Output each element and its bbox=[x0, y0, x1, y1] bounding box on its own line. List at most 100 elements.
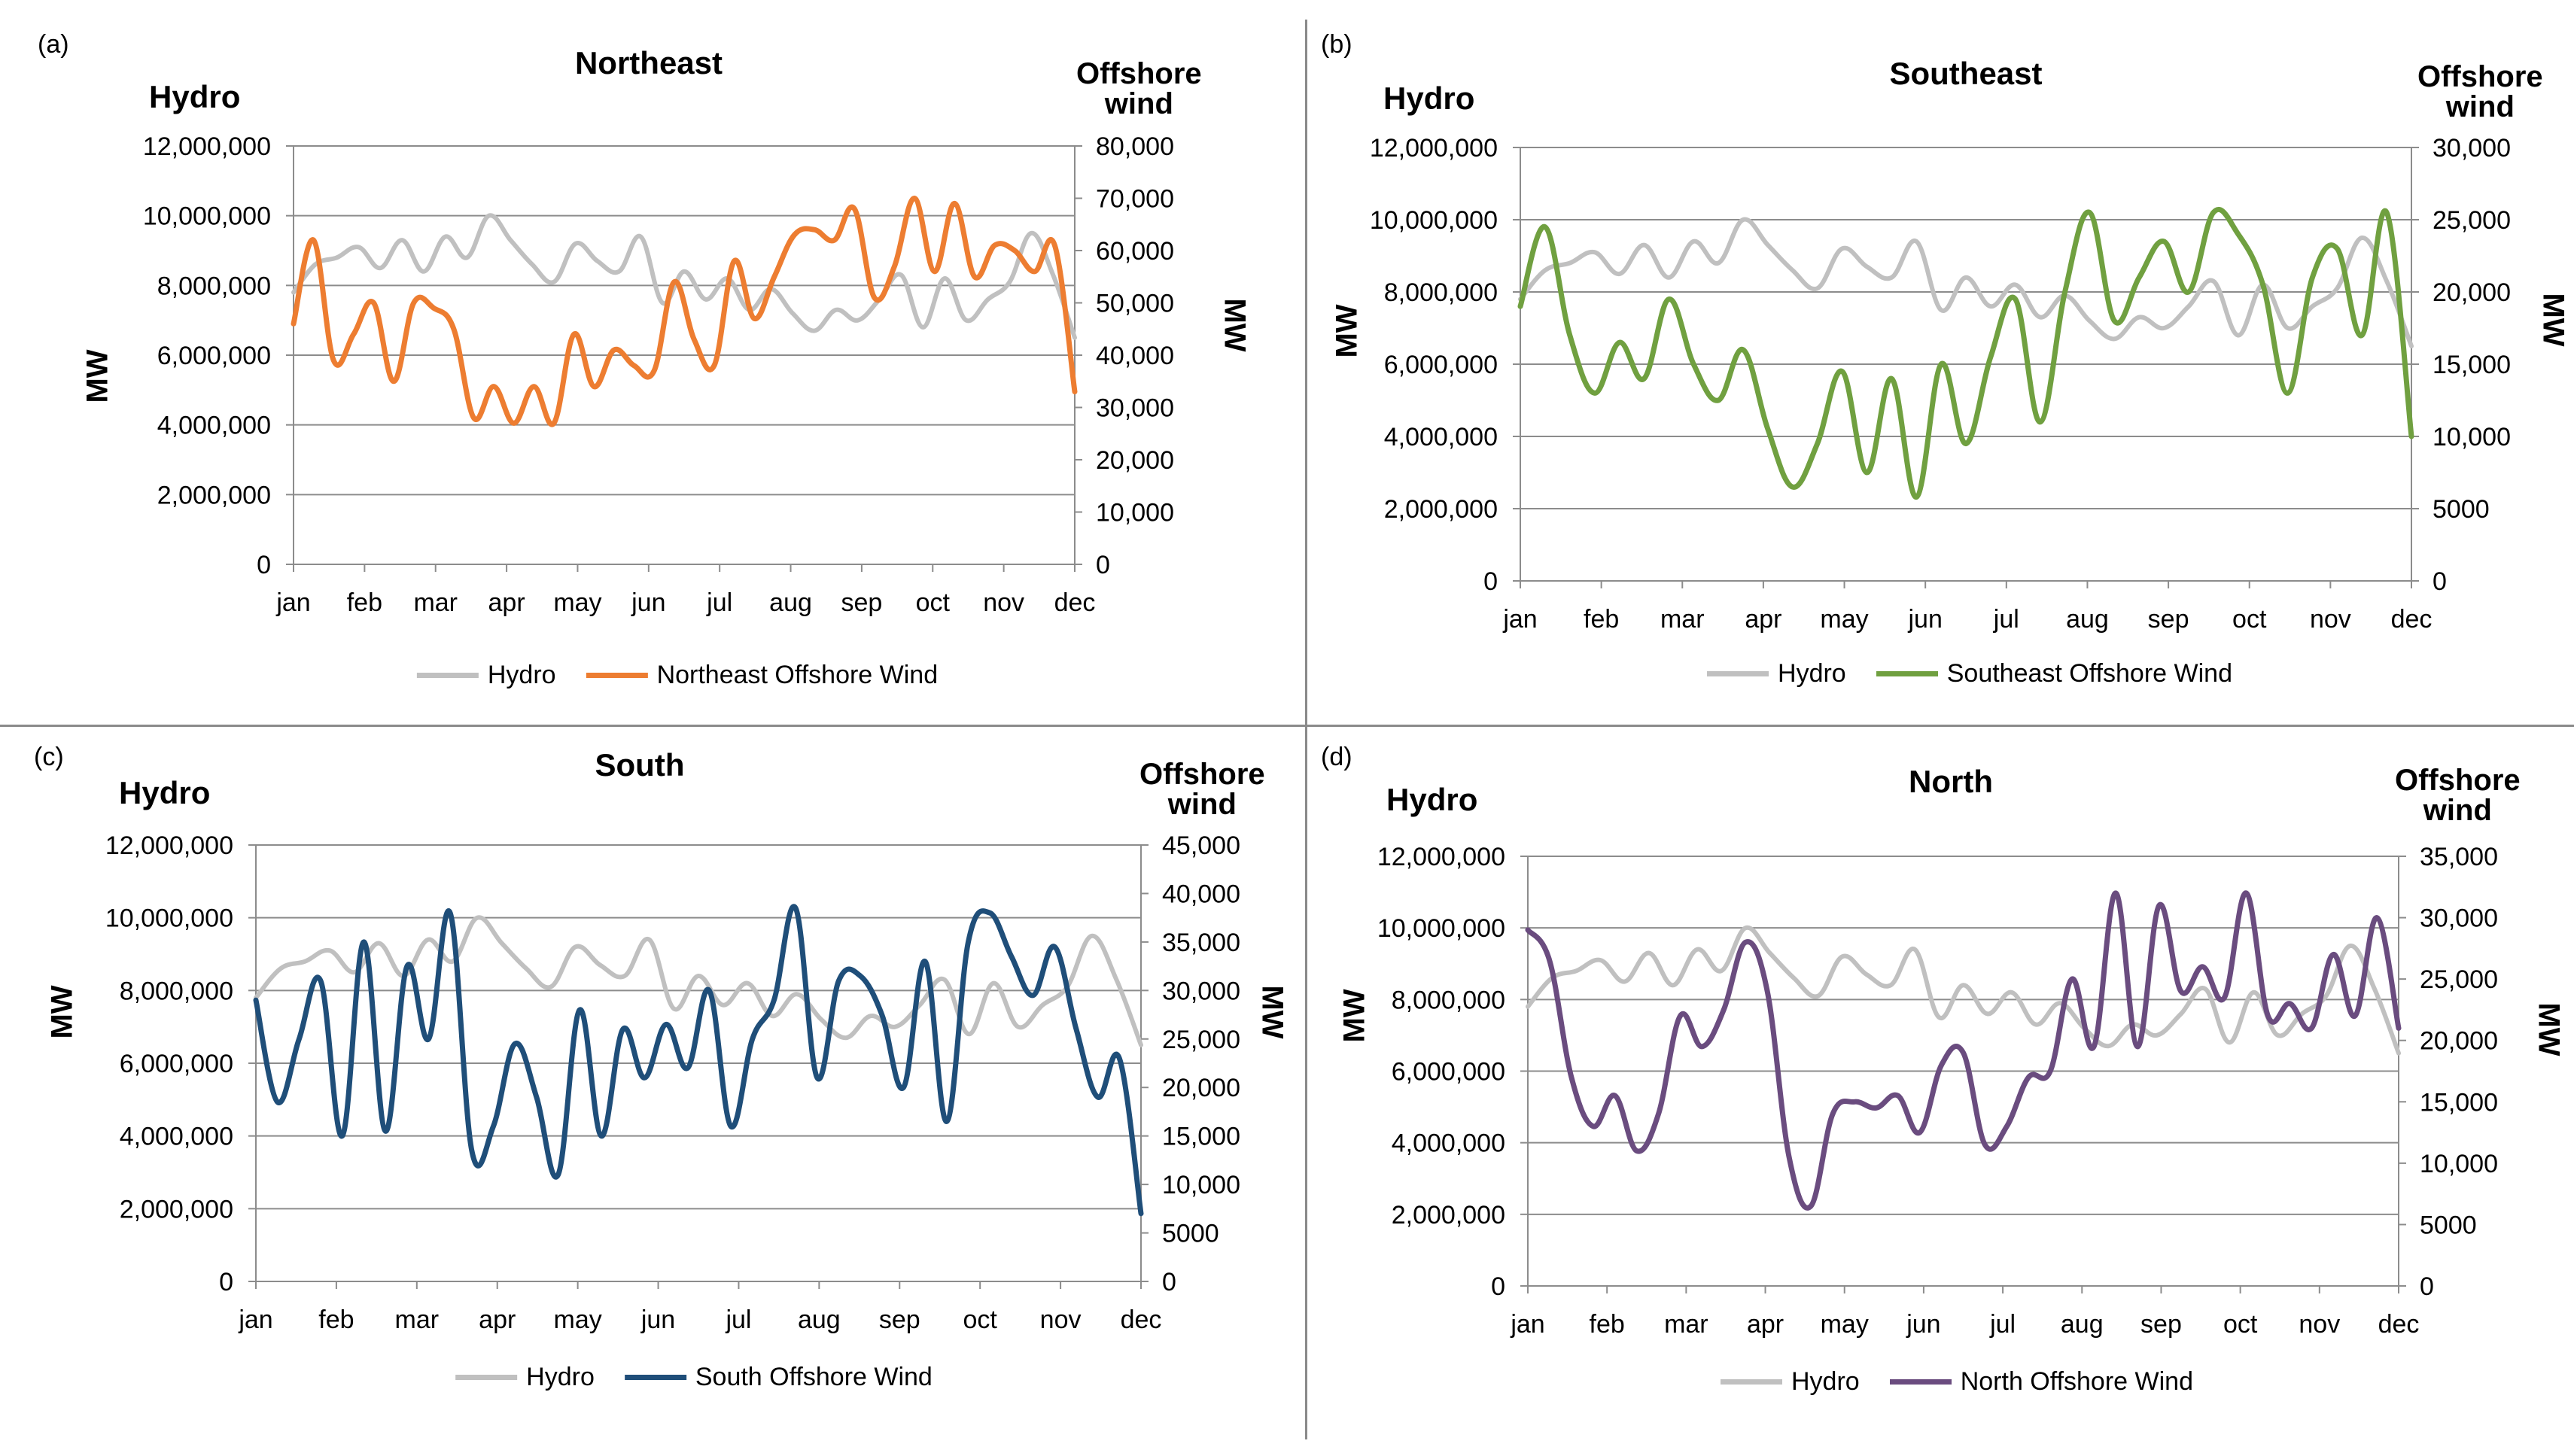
x-tick-label: jun bbox=[640, 1306, 675, 1334]
left-tick-label: 4,000,000 bbox=[157, 412, 271, 440]
offshore-wind-series-line bbox=[291, 196, 1078, 427]
right-axis-title-line1: Offshore bbox=[1076, 57, 1202, 90]
left-tick-label: 4,000,000 bbox=[1392, 1129, 1505, 1158]
right-tick-label: 20,000 bbox=[2420, 1027, 2498, 1056]
offshore-wind-series-line bbox=[1517, 207, 2414, 500]
x-tick-label: sep bbox=[2148, 605, 2189, 634]
legend-label-wind: South Offshore Wind bbox=[695, 1363, 933, 1391]
left-tick-label: 10,000,000 bbox=[1370, 206, 1498, 235]
right-tick-label: 0 bbox=[1096, 551, 1110, 579]
legend: Hydro Northeast Offshore Wind bbox=[402, 661, 953, 690]
legend-label-wind: Northeast Offshore Wind bbox=[656, 661, 939, 689]
left-tick-label: 10,000,000 bbox=[105, 904, 233, 933]
offshore-wind-series-line bbox=[253, 904, 1144, 1217]
legend-label-wind: Southeast Offshore Wind bbox=[1946, 659, 2232, 688]
legend-swatch-hydro bbox=[455, 1375, 518, 1380]
right-axis-unit: MW bbox=[2536, 293, 2570, 347]
right-tick-label: 30,000 bbox=[1162, 977, 1240, 1005]
left-tick-label: 6,000,000 bbox=[120, 1050, 233, 1078]
left-axis-unit: MW bbox=[1337, 989, 1371, 1043]
right-tick-label: 40,000 bbox=[1096, 342, 1174, 370]
left-tick-label: 6,000,000 bbox=[1392, 1058, 1505, 1087]
panel-label: (d) bbox=[1321, 743, 1352, 771]
x-tick-label: dec bbox=[1054, 588, 1096, 617]
right-tick-label: 40,000 bbox=[1162, 880, 1240, 908]
southeast-chart: 0 2,000,000 4,000,000 6,000,000 8,000,000 10,… bbox=[1370, 134, 2511, 634]
left-axis-unit: MW bbox=[1330, 304, 1364, 358]
x-tick-label: sep bbox=[2140, 1310, 2182, 1339]
right-tick-label: 10,000 bbox=[1162, 1171, 1240, 1199]
chart-title: Southeast bbox=[1889, 56, 2043, 91]
right-axis-title-line2: wind bbox=[2445, 90, 2515, 123]
left-tick-label: 10,000,000 bbox=[1377, 914, 1505, 943]
right-tick-label: 30,000 bbox=[1096, 394, 1174, 423]
x-tick-label: nov bbox=[2299, 1310, 2340, 1339]
panel-label: (b) bbox=[1321, 30, 1352, 59]
x-tick-label: may bbox=[554, 1306, 602, 1334]
x-tick-label: jan bbox=[275, 588, 310, 617]
panel-north: 0 2,000,000 4,000,000 6,000,000 8,000,000 10,… bbox=[1287, 734, 2574, 1456]
left-tick-label: 0 bbox=[257, 551, 271, 579]
left-tick-label: 8,000,000 bbox=[1384, 278, 1498, 307]
left-tick-label: 8,000,000 bbox=[120, 977, 233, 1005]
left-tick-label: 0 bbox=[219, 1268, 233, 1296]
northeast-chart: 0 2,000,000 4,000,000 6,000,000 8,000,000 10,… bbox=[143, 132, 1174, 617]
panel-northeast: 0 2,000,000 4,000,000 6,000,000 8,000,000 10,… bbox=[0, 0, 1287, 722]
x-tick-label: apr bbox=[1747, 1310, 1784, 1339]
left-tick-label: 4,000,000 bbox=[1384, 423, 1498, 451]
right-tick-label: 70,000 bbox=[1096, 185, 1174, 214]
x-tick-label: may bbox=[553, 588, 601, 617]
south-chart: 0 2,000,000 4,000,000 6,000,000 8,000,000 10,… bbox=[105, 831, 1240, 1334]
panel-southeast: 0 2,000,000 4,000,000 6,000,000 8,000,000 10,… bbox=[1287, 0, 2574, 722]
right-tick-label: 10,000 bbox=[1096, 499, 1174, 527]
right-axis-unit: MW bbox=[1218, 298, 1252, 352]
left-axis-title: Hydro bbox=[1383, 81, 1475, 116]
x-tick-label: dec bbox=[1121, 1306, 1162, 1334]
x-tick-label: aug bbox=[798, 1306, 841, 1334]
x-tick-label: sep bbox=[841, 588, 882, 617]
x-tick-label: jun bbox=[1906, 1310, 1940, 1339]
right-tick-label: 20,000 bbox=[1096, 446, 1174, 475]
panel-label: (a) bbox=[38, 30, 69, 59]
right-tick-label: 0 bbox=[2433, 567, 2447, 596]
legend-item-wind: Northeast Offshore Wind bbox=[586, 661, 939, 690]
right-tick-label: 15,000 bbox=[1162, 1123, 1240, 1151]
left-axis-unit: MW bbox=[81, 349, 114, 403]
x-tick-label: jun bbox=[1907, 605, 1942, 634]
x-tick-label: jan bbox=[1510, 1310, 1544, 1339]
right-tick-label: 25,000 bbox=[1162, 1026, 1240, 1054]
vertical-divider-top bbox=[1305, 20, 1307, 727]
right-axis-title-line2: wind bbox=[1104, 87, 1173, 120]
left-axis-unit: MW bbox=[45, 985, 79, 1039]
x-tick-label: apr bbox=[479, 1306, 516, 1334]
x-tick-label: jul bbox=[706, 588, 732, 617]
right-axis-title-line2: wind bbox=[2423, 794, 2492, 827]
x-tick-label: mar bbox=[413, 588, 458, 617]
legend-label-wind: North Offshore Wind bbox=[1960, 1367, 2193, 1396]
right-tick-label: 35,000 bbox=[2420, 843, 2498, 871]
panel-label: (c) bbox=[34, 743, 64, 771]
x-tick-label: mar bbox=[1664, 1310, 1708, 1339]
chart-title: Northeast bbox=[574, 45, 723, 81]
right-axis-title-line1: Offshore bbox=[1139, 758, 1265, 791]
hydro-series-line bbox=[291, 213, 1077, 340]
left-tick-label: 6,000,000 bbox=[1384, 351, 1498, 379]
legend-swatch-hydro bbox=[1707, 671, 1769, 676]
right-tick-label: 50,000 bbox=[1096, 290, 1174, 318]
hydro-series-line bbox=[1518, 217, 2414, 348]
legend-item-hydro: Hydro bbox=[1707, 659, 1846, 688]
left-axis-title: Hydro bbox=[119, 775, 211, 810]
x-tick-label: may bbox=[1821, 1310, 1869, 1339]
legend-swatch-wind bbox=[1889, 1379, 1952, 1385]
x-tick-label: apr bbox=[488, 588, 525, 617]
right-tick-label: 35,000 bbox=[1162, 929, 1240, 957]
right-tick-label: 80,000 bbox=[1096, 132, 1174, 161]
right-axis-title-line1: Offshore bbox=[2417, 60, 2543, 93]
legend-label-hydro: Hydro bbox=[1778, 659, 1846, 688]
x-tick-label: mar bbox=[1660, 605, 1705, 634]
legend-item-hydro: Hydro bbox=[1721, 1367, 1860, 1397]
x-tick-label: apr bbox=[1745, 605, 1781, 634]
x-tick-label: jan bbox=[1502, 605, 1537, 634]
left-tick-label: 8,000,000 bbox=[157, 272, 271, 300]
